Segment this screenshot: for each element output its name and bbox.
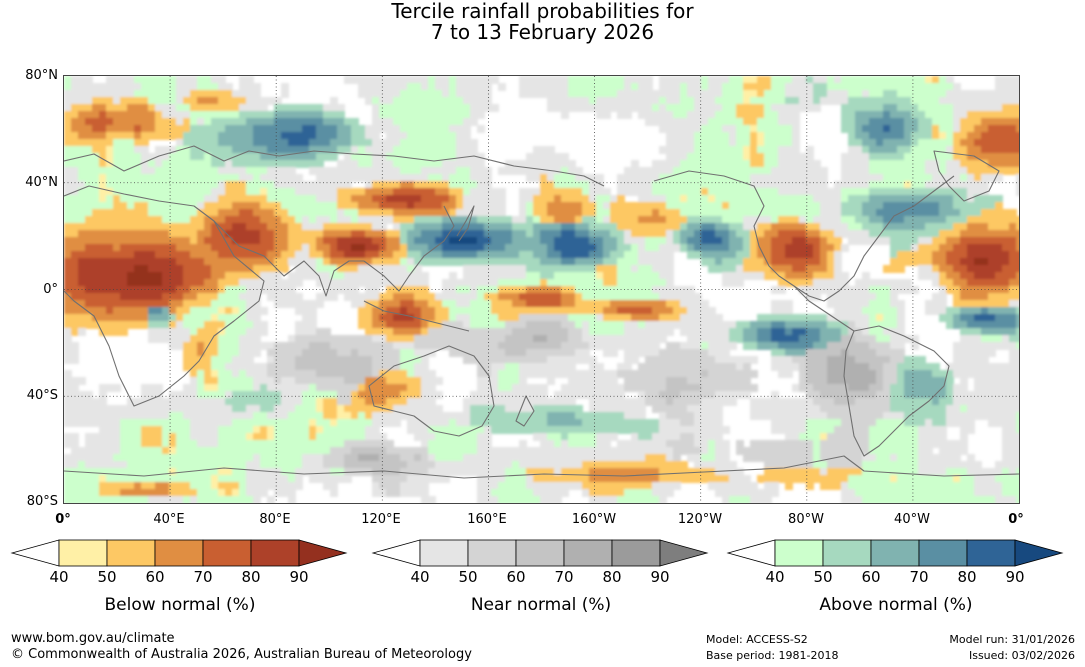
lon-label-120e: 120°E <box>361 512 401 527</box>
colorbar-segment <box>154 539 204 567</box>
legend-tick: 80 <box>602 568 622 586</box>
colorbar-segment <box>515 539 565 567</box>
colorbar-arrow-left <box>371 539 421 567</box>
colorbar-arrow-right <box>659 539 709 567</box>
lat-label-40s: 40°S <box>26 388 58 403</box>
lon-label-0-left: 0° <box>55 512 71 527</box>
colorbar-segment <box>966 539 1016 567</box>
colorbar-segment <box>563 539 613 567</box>
lat-label-40n: 40°N <box>25 175 58 190</box>
legend-tick: 90 <box>650 568 670 586</box>
colorbar-arrow-right <box>1014 539 1064 567</box>
legend-tick: 80 <box>241 568 261 586</box>
legend-tick: 70 <box>554 568 574 586</box>
legend-near-normal: 40 50 60 70 80 90 Near normal (%) <box>371 538 709 618</box>
legend-caption-above: Above normal (%) <box>819 595 973 615</box>
legend-below-normal: 40 50 60 70 80 90 Below normal (%) <box>10 538 348 618</box>
lon-label-80e: 80°E <box>259 512 291 527</box>
map-title-line2: 7 to 13 February 2026 <box>430 20 655 44</box>
legend-tick: 40 <box>410 568 430 586</box>
colorbar-above-normal <box>726 539 1064 567</box>
lon-label-160e: 160°E <box>467 512 507 527</box>
colorbar-segment <box>822 539 872 567</box>
colorbar-segment <box>611 539 661 567</box>
footer-website: www.bom.gov.au/climate <box>11 631 175 646</box>
colorbar-arrow-left <box>726 539 776 567</box>
legend-caption-below: Below normal (%) <box>104 595 256 615</box>
legend-tick: 80 <box>957 568 977 586</box>
lon-label-80w: 80°W <box>788 512 824 527</box>
legend-tick: 50 <box>458 568 478 586</box>
lat-label-80n: 80°N <box>25 68 58 83</box>
footer-model-run: Model run: 31/01/2026 <box>949 633 1075 646</box>
lon-label-0-right: 0° <box>1008 512 1024 527</box>
legend-tick: 70 <box>909 568 929 586</box>
legend-tick: 40 <box>49 568 69 586</box>
legend-tick: 60 <box>861 568 881 586</box>
footer-base-period: Base period: 1981-2018 <box>706 649 839 662</box>
lon-label-40w: 40°W <box>894 512 930 527</box>
colorbar-segment <box>774 539 824 567</box>
lon-label-120w: 120°W <box>677 512 723 527</box>
colorbar-segment <box>870 539 920 567</box>
legend-tick: 50 <box>813 568 833 586</box>
legend-tick: 90 <box>289 568 309 586</box>
legend-tick: 40 <box>765 568 785 586</box>
colorbar-segment <box>467 539 517 567</box>
footer-copyright: © Commonwealth of Australia 2026, Austra… <box>11 647 472 662</box>
colorbar-segment <box>918 539 968 567</box>
colorbar-segment <box>419 539 469 567</box>
legend-tick: 60 <box>145 568 165 586</box>
colorbar-segment <box>58 539 108 567</box>
legend-tick: 50 <box>97 568 117 586</box>
legend-tick: 90 <box>1005 568 1025 586</box>
colorbar-segment <box>202 539 252 567</box>
probability-map <box>63 75 1020 504</box>
legend-caption-near: Near normal (%) <box>470 595 612 615</box>
colorbar-segment <box>106 539 156 567</box>
colorbar-below-normal <box>10 539 348 567</box>
legend-tick: 60 <box>506 568 526 586</box>
colorbar-near-normal <box>371 539 709 567</box>
colorbar-arrow-left <box>10 539 60 567</box>
lon-label-40e: 40°E <box>153 512 185 527</box>
colorbar-segment <box>250 539 300 567</box>
coastlines <box>64 145 1019 479</box>
map-title-line1: Tercile rainfall probabilities for <box>391 0 694 23</box>
lat-label-80s: 80°S <box>26 494 58 509</box>
probability-field <box>64 76 1019 503</box>
legend-tick: 70 <box>193 568 213 586</box>
footer-model: Model: ACCESS-S2 <box>706 633 808 646</box>
lat-label-equator: 0° <box>43 282 58 297</box>
legend-above-normal: 40 50 60 70 80 90 Above normal (%) <box>726 538 1064 618</box>
lon-label-160w: 160°W <box>571 512 617 527</box>
colorbar-arrow-right <box>298 539 348 567</box>
footer-issued: Issued: 03/02/2026 <box>968 649 1075 662</box>
graticule <box>64 76 1019 503</box>
